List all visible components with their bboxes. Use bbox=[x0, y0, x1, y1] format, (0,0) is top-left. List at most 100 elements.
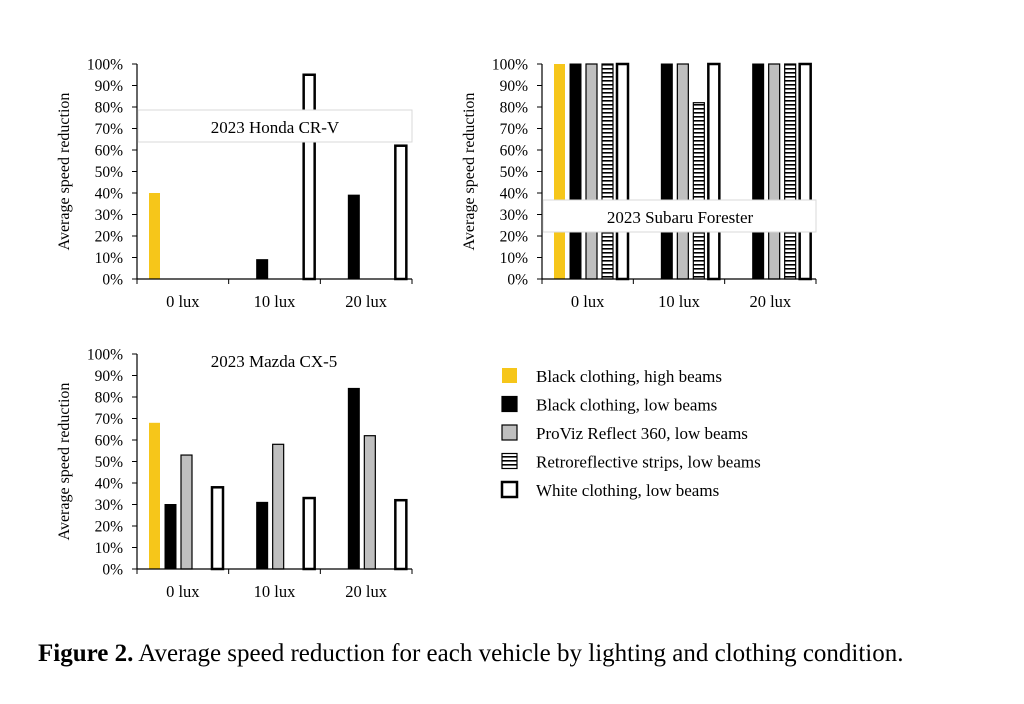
x-tick-label: 0 lux bbox=[571, 292, 605, 311]
x-tick-label: 20 lux bbox=[345, 582, 387, 601]
y-tick-label: 50% bbox=[95, 454, 124, 471]
legend-item: ProViz Reflect 360, low beams bbox=[501, 424, 748, 443]
bar-black-10-lux bbox=[256, 501, 269, 570]
y-axis-label: Average speed reduction bbox=[56, 93, 73, 251]
y-tick-label: 40% bbox=[95, 186, 124, 203]
figure-caption: Figure 2. Average speed reduction for ea… bbox=[38, 640, 904, 668]
bar-white-20-lux bbox=[394, 144, 408, 281]
y-tick-label: 30% bbox=[95, 207, 124, 224]
y-tick-label: 50% bbox=[500, 164, 529, 181]
legend-item: Black clothing, high beams bbox=[502, 367, 722, 386]
legend-swatch-black bbox=[501, 395, 518, 413]
bar-yellow-0-lux bbox=[149, 193, 160, 279]
y-tick-label: 10% bbox=[95, 540, 124, 557]
bar-black-0-lux bbox=[164, 504, 177, 570]
bar-white-0-lux bbox=[615, 62, 630, 281]
bar-yellow-0-lux bbox=[149, 422, 160, 569]
bar-striped-10-lux bbox=[692, 102, 705, 280]
bar-black-10-lux bbox=[660, 63, 673, 280]
y-tick-label: 40% bbox=[95, 476, 124, 493]
y-tick-label: 60% bbox=[500, 143, 529, 160]
bar-black-20-lux bbox=[347, 387, 360, 570]
y-tick-label: 70% bbox=[95, 121, 124, 138]
bar-white-0-lux bbox=[210, 486, 225, 571]
bar-white-20-lux bbox=[394, 498, 408, 571]
bar-white-10-lux bbox=[302, 496, 316, 571]
bar-black-20-lux bbox=[752, 63, 765, 280]
chart-title-box bbox=[542, 199, 817, 233]
y-tick-label: 20% bbox=[95, 229, 124, 246]
legend-label: Black clothing, low beams bbox=[536, 396, 717, 415]
bar-white-10-lux bbox=[302, 73, 316, 281]
legend-item: Black clothing, low beams bbox=[501, 395, 717, 415]
bar-striped-0-lux bbox=[601, 63, 614, 280]
chart-title: 2023 Subaru Forester bbox=[607, 208, 754, 227]
bar-gray-10-lux bbox=[676, 63, 689, 280]
legend-label: Retroreflective strips, low beams bbox=[536, 453, 761, 472]
bar-black-20-lux bbox=[347, 194, 360, 280]
legend-swatch-white bbox=[500, 480, 519, 499]
y-tick-label: 10% bbox=[95, 250, 124, 267]
bar-gray-0-lux bbox=[180, 454, 193, 570]
y-tick-label: 40% bbox=[500, 186, 529, 203]
bar-black-10-lux bbox=[256, 259, 269, 280]
x-tick-label: 10 lux bbox=[658, 292, 700, 311]
chart-panel-1: 0% 10% 20% 30% 40% 50% 60% 70% 80% 90% 100% 0 lux 10… bbox=[56, 57, 413, 311]
y-tick-label: 0% bbox=[507, 272, 528, 289]
y-tick-label: 100% bbox=[492, 57, 528, 74]
bar-gray-20-lux bbox=[768, 63, 781, 280]
chart-panel-2: 0% 10% 20% 30% 40% 50% 60% 70% 80% 90% 100% 0 lux 10… bbox=[461, 57, 817, 311]
y-tick-label: 0% bbox=[102, 562, 123, 579]
y-tick-label: 100% bbox=[87, 57, 123, 74]
y-tick-label: 80% bbox=[95, 100, 124, 117]
legend-label: ProViz Reflect 360, low beams bbox=[536, 424, 748, 443]
bar-gray-10-lux bbox=[272, 443, 285, 570]
legend-label: White clothing, low beams bbox=[536, 481, 719, 500]
x-tick-label: 0 lux bbox=[166, 582, 200, 601]
chart-panels: 0% 10% 20% 30% 40% 50% 60% 70% 80% 90% 100% 0 lux 10… bbox=[56, 57, 817, 601]
chart-title: 2023 Mazda CX-5 bbox=[211, 352, 338, 371]
bar-white-10-lux bbox=[707, 62, 721, 281]
bar-black-0-lux bbox=[569, 63, 582, 280]
y-tick-label: 30% bbox=[95, 497, 124, 514]
y-tick-label: 60% bbox=[95, 433, 124, 450]
y-tick-label: 20% bbox=[95, 519, 124, 536]
caption-text: Average speed reduction for each vehicle… bbox=[133, 640, 904, 667]
bar-gray-0-lux bbox=[585, 63, 598, 280]
x-tick-label: 0 lux bbox=[166, 292, 200, 311]
y-tick-label: 90% bbox=[500, 78, 529, 95]
y-tick-label: 90% bbox=[95, 368, 124, 385]
y-tick-label: 30% bbox=[500, 207, 529, 224]
y-tick-label: 20% bbox=[500, 229, 529, 246]
y-axis-label: Average speed reduction bbox=[56, 383, 73, 541]
legend-label: Black clothing, high beams bbox=[536, 367, 722, 386]
y-tick-label: 80% bbox=[500, 100, 529, 117]
caption-label: Figure 2. bbox=[38, 640, 134, 667]
legend-item: White clothing, low beams bbox=[500, 480, 719, 500]
legend-swatch-striped bbox=[501, 452, 518, 470]
x-tick-label: 20 lux bbox=[345, 292, 387, 311]
bar-white-20-lux bbox=[798, 62, 812, 281]
chart-title: 2023 Honda CR-V bbox=[211, 118, 340, 137]
y-tick-label: 0% bbox=[102, 272, 123, 289]
bar-striped-20-lux bbox=[784, 63, 797, 280]
y-tick-label: 50% bbox=[95, 164, 124, 181]
legend-swatch-yellow bbox=[502, 368, 517, 383]
y-tick-label: 100% bbox=[87, 347, 123, 364]
legend: Black clothing, high beams Black clothing… bbox=[500, 367, 761, 500]
y-tick-label: 10% bbox=[500, 250, 529, 267]
y-tick-label: 60% bbox=[95, 143, 124, 160]
y-tick-label: 70% bbox=[95, 411, 124, 428]
legend-swatch-gray bbox=[501, 424, 518, 441]
x-tick-label: 10 lux bbox=[254, 582, 296, 601]
y-tick-label: 90% bbox=[95, 78, 124, 95]
chart-panel-3: 0% 10% 20% 30% 40% 50% 60% 70% 80% 90% 100% 0 lux 10… bbox=[56, 347, 413, 601]
bar-gray-20-lux bbox=[363, 435, 376, 570]
legend-item: Retroreflective strips, low beams bbox=[501, 452, 761, 472]
x-tick-label: 10 lux bbox=[254, 292, 296, 311]
y-tick-label: 70% bbox=[500, 121, 529, 138]
bar-yellow-0-lux bbox=[554, 64, 565, 279]
y-axis-label: Average speed reduction bbox=[461, 93, 478, 251]
chart-title-box bbox=[137, 109, 413, 143]
